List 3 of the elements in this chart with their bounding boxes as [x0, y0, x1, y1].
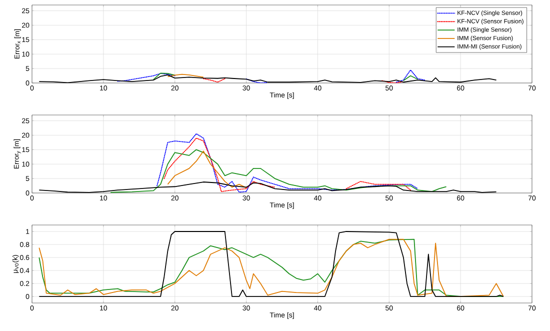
- line-series: [38, 74, 497, 83]
- line-series: [167, 150, 247, 188]
- line-series: [110, 149, 447, 193]
